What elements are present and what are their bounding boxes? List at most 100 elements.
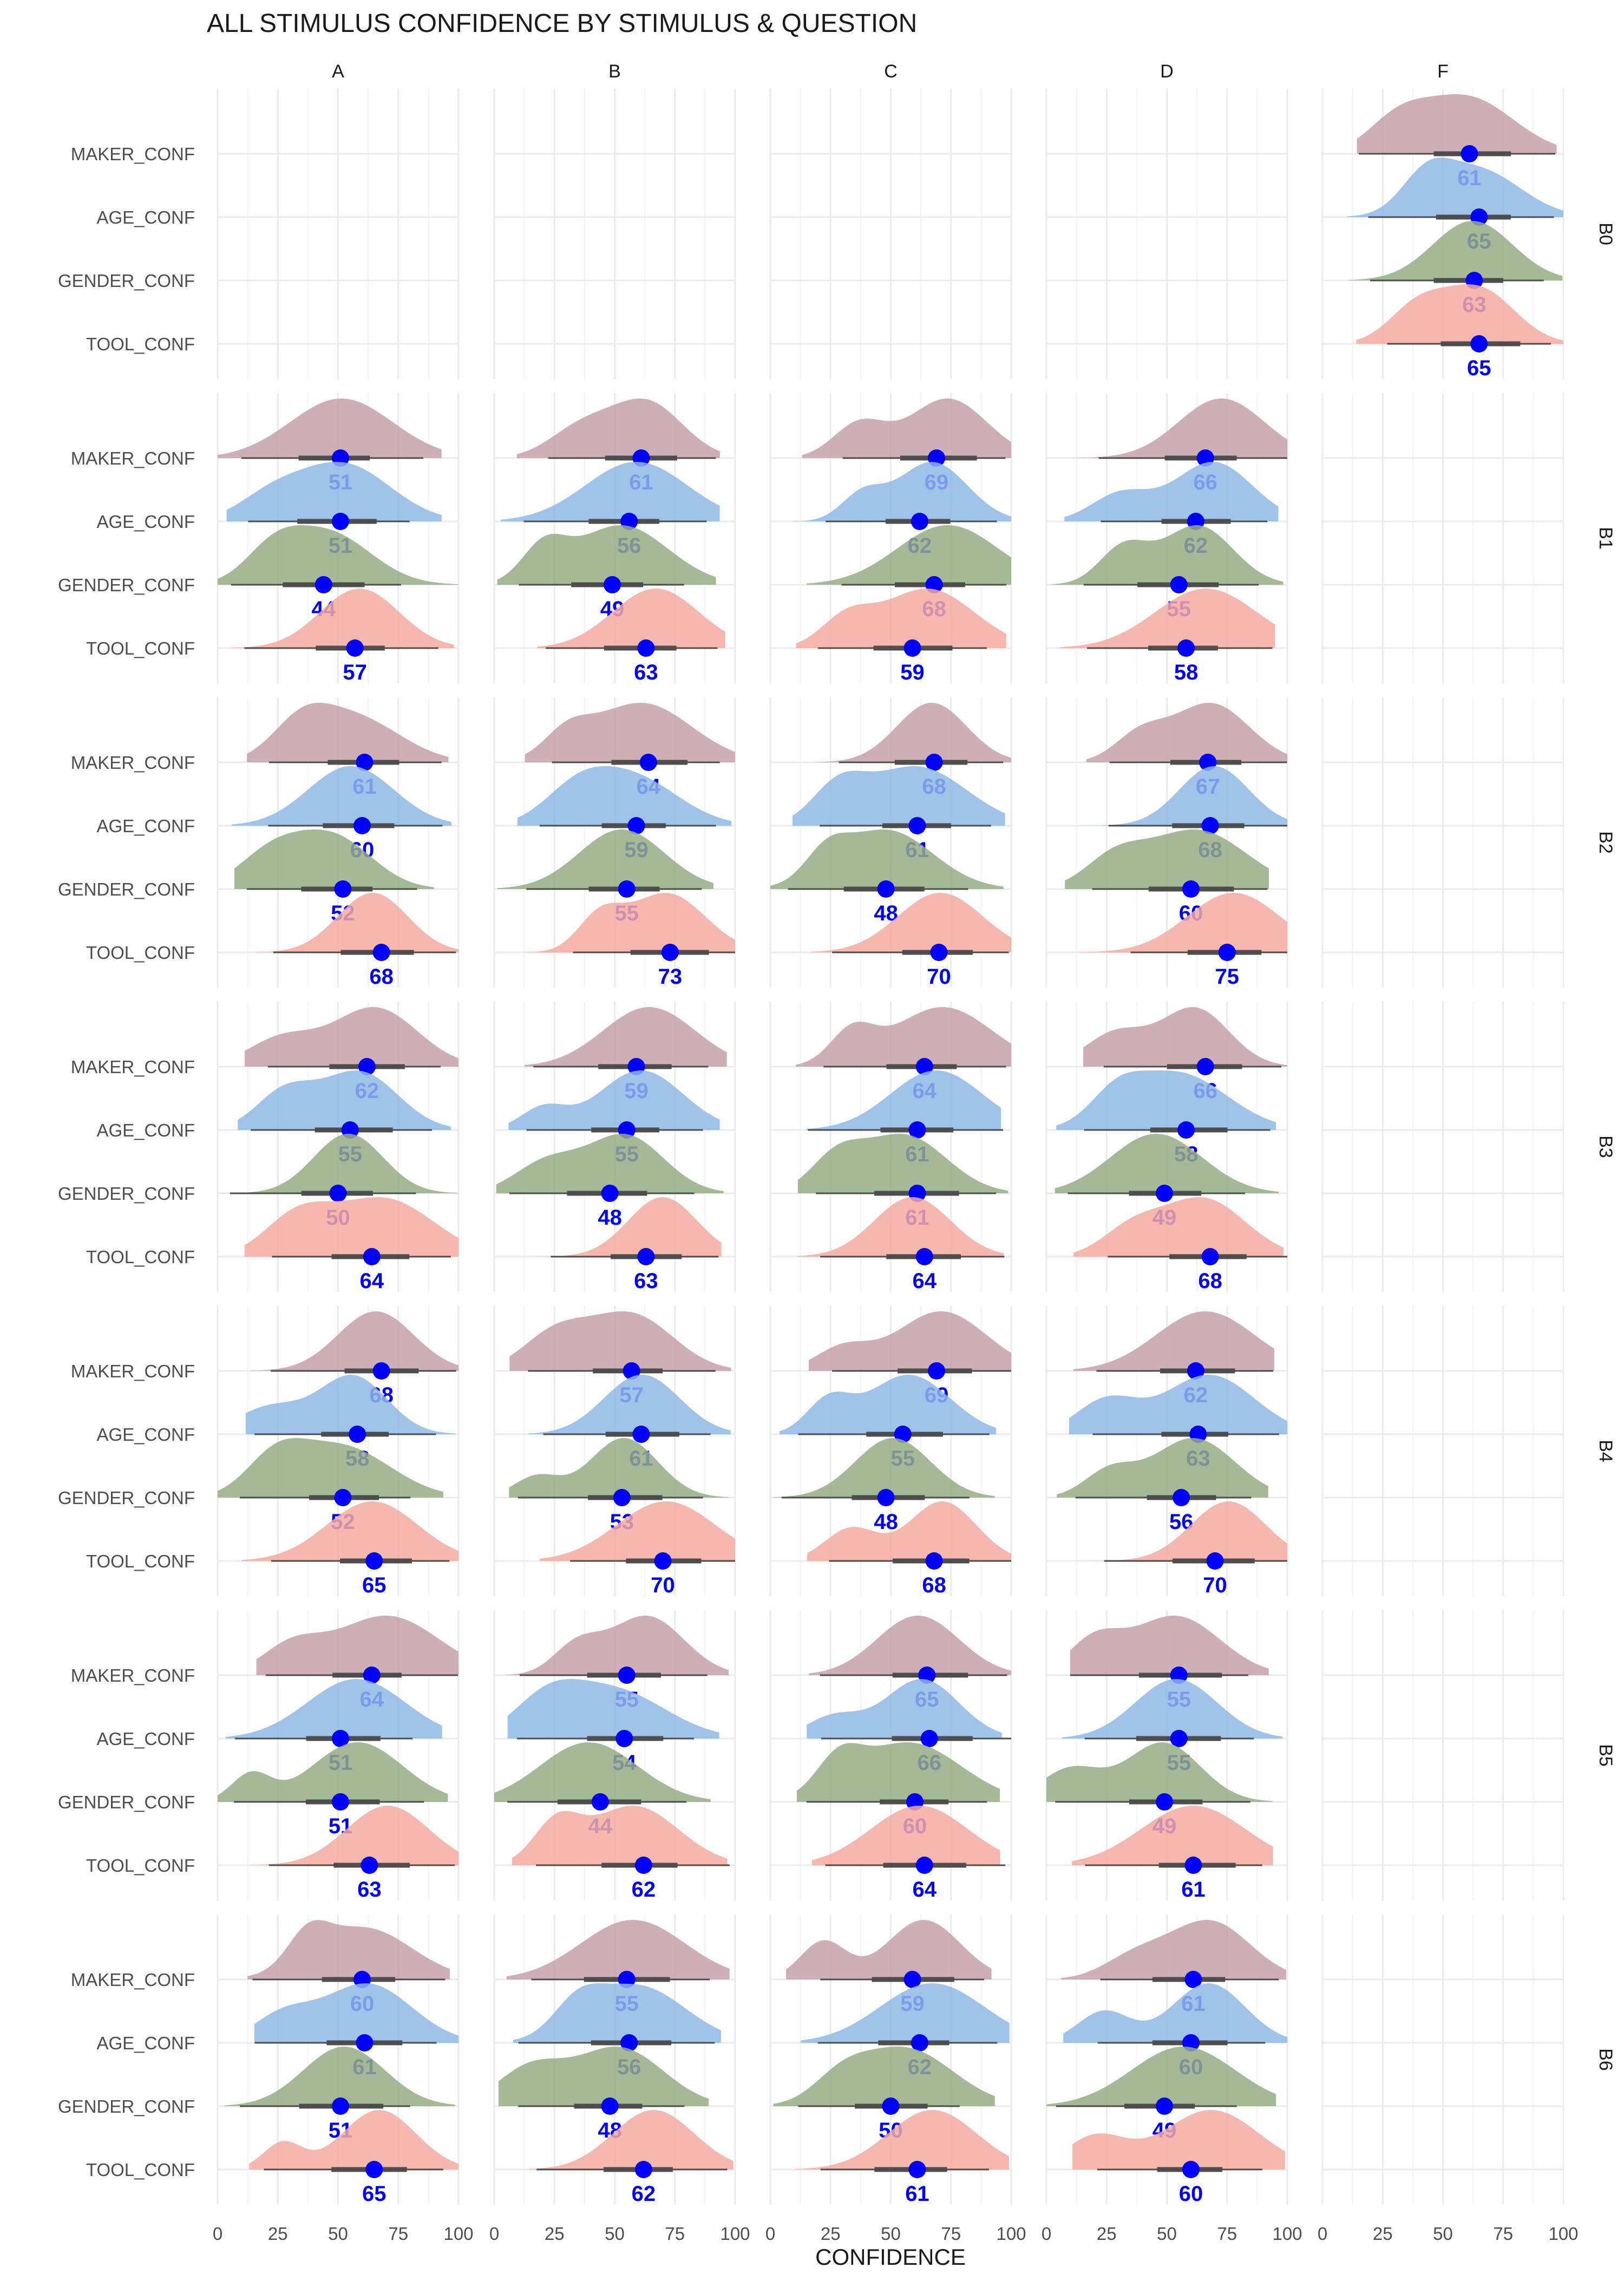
median-label: 70 xyxy=(927,965,951,989)
median-point xyxy=(372,944,390,961)
row-strip-B3: B3 xyxy=(1595,1135,1616,1158)
cloud-B3-B-tool_conf: 63 xyxy=(515,1197,722,1293)
x-tick-label: 0 xyxy=(213,2224,222,2244)
cloud-B6-A-tool_conf: 65 xyxy=(249,2110,459,2206)
density-gender_conf xyxy=(494,1742,711,1802)
density-age_conf xyxy=(507,1679,719,1739)
density-gender_conf xyxy=(218,1134,458,1193)
median-label: 63 xyxy=(634,1269,658,1293)
x-tick-label: 100 xyxy=(720,2224,750,2244)
y-label-tool-conf: TOOL_CONF xyxy=(86,1855,195,1876)
density-maker_conf xyxy=(247,1920,450,1979)
y-label-gender-conf: GENDER_CONF xyxy=(58,1792,195,1812)
density-gender_conf xyxy=(218,525,459,585)
panel-B0-A xyxy=(217,89,460,379)
density-tool_conf xyxy=(526,893,735,952)
density-tool_conf xyxy=(250,1806,459,1865)
density-maker_conf xyxy=(247,703,449,762)
density-maker_conf xyxy=(1061,1920,1286,1979)
median-point xyxy=(601,2097,619,2115)
median-point xyxy=(639,754,657,771)
density-maker_conf xyxy=(509,1311,731,1371)
median-point xyxy=(618,1667,636,1684)
density-gender_conf xyxy=(1052,525,1284,585)
row-strip-B6: B6 xyxy=(1595,2048,1616,2071)
cloud-B5-A-tool_conf: 63 xyxy=(250,1806,459,1901)
median-point xyxy=(613,1489,631,1506)
median-point xyxy=(604,576,621,593)
cloud-B1-A-gender_conf: 44 xyxy=(218,525,459,621)
median-point xyxy=(634,2161,652,2178)
density-gender_conf xyxy=(225,2047,455,2106)
y-label-tool-conf: TOOL_CONF xyxy=(86,334,195,354)
median-point xyxy=(601,1185,619,1202)
density-maker_conf xyxy=(809,1616,1011,1675)
cloud-B4-C-gender_conf: 48 xyxy=(774,1438,995,1534)
median-point xyxy=(903,1971,921,1988)
density-tool_conf xyxy=(1072,1501,1287,1561)
panel-B6-F xyxy=(1321,1914,1564,2205)
density-maker_conf xyxy=(250,1311,459,1371)
density-gender_conf xyxy=(774,1438,995,1498)
density-gender_conf xyxy=(497,829,713,889)
cloud-B2-C-tool_conf: 70 xyxy=(810,893,1011,989)
y-label-gender-conf: GENDER_CONF xyxy=(58,1488,195,1508)
panel-B2-F xyxy=(1321,697,1564,988)
density-gender_conf xyxy=(1055,1134,1279,1193)
density-maker_conf xyxy=(525,703,735,762)
row-strip-B1: B1 xyxy=(1595,527,1616,550)
median-label: 70 xyxy=(651,1573,675,1597)
x-tick-label: 100 xyxy=(1272,2224,1302,2244)
median-label: 63 xyxy=(357,1878,382,1901)
y-label-age-conf: AGE_CONF xyxy=(96,2033,195,2053)
density-maker_conf xyxy=(218,398,442,458)
y-label-age-conf: AGE_CONF xyxy=(96,512,195,532)
y-label-tool-conf: TOOL_CONF xyxy=(86,943,195,963)
density-age_conf xyxy=(1347,158,1563,217)
median-point xyxy=(334,1489,352,1506)
column-strip-F: F xyxy=(1437,61,1449,82)
density-age_conf xyxy=(794,462,1011,521)
facet-grid: A B C D F B0 B1 B2 B3 B4 B5 B6 MAKER_CONF AGE_CONF GEN… xyxy=(58,61,1616,2244)
panel-B5-F xyxy=(1321,1610,1564,1900)
cloud-B1-B-gender_conf: 49 xyxy=(497,525,716,621)
cloud-B4-A-age_conf: 58 xyxy=(245,1375,456,1471)
median-point xyxy=(365,1552,383,1570)
median-point xyxy=(1218,944,1236,961)
y-label-tool-conf: TOOL_CONF xyxy=(86,638,195,658)
y-label-age-conf: AGE_CONF xyxy=(96,207,195,227)
density-tool_conf xyxy=(1072,2110,1285,2170)
column-strip-D: D xyxy=(1160,61,1174,82)
panel-B0-B xyxy=(493,89,736,379)
median-point xyxy=(908,2161,926,2178)
density-tool_conf xyxy=(256,893,459,952)
cloud-B1-B-tool_conf: 63 xyxy=(537,589,725,684)
median-point xyxy=(903,639,921,657)
density-maker_conf xyxy=(1357,94,1557,154)
panel-B0-C xyxy=(769,89,1012,379)
x-tick-label: 75 xyxy=(941,2224,961,2244)
y-label-maker-conf: MAKER_CONF xyxy=(71,1361,195,1381)
median-point xyxy=(1196,1058,1214,1075)
density-age_conf xyxy=(1064,462,1279,521)
y-label-age-conf: AGE_CONF xyxy=(96,1729,195,1749)
y-label-maker-conf: MAKER_CONF xyxy=(71,1057,195,1077)
y-label-age-conf: AGE_CONF xyxy=(96,1424,195,1445)
density-maker_conf xyxy=(1071,398,1287,458)
panel-B1-F xyxy=(1321,393,1564,683)
cloud-B5-D-tool_conf: 61 xyxy=(1072,1806,1273,1901)
column-strip-A: A xyxy=(332,61,344,82)
median-point xyxy=(346,639,364,657)
density-tool_conf xyxy=(537,589,725,648)
y-label-maker-conf: MAKER_CONF xyxy=(71,1665,195,1685)
density-gender_conf xyxy=(1046,2047,1276,2106)
density-age_conf xyxy=(793,766,1005,826)
density-maker_conf xyxy=(1073,1311,1274,1371)
y-label-maker-conf: MAKER_CONF xyxy=(71,753,195,773)
median-point xyxy=(928,1362,946,1380)
density-age_conf xyxy=(1056,1070,1276,1130)
density-gender_conf xyxy=(1057,1438,1268,1498)
median-point xyxy=(1177,639,1195,657)
median-label: 61 xyxy=(905,2182,929,2206)
